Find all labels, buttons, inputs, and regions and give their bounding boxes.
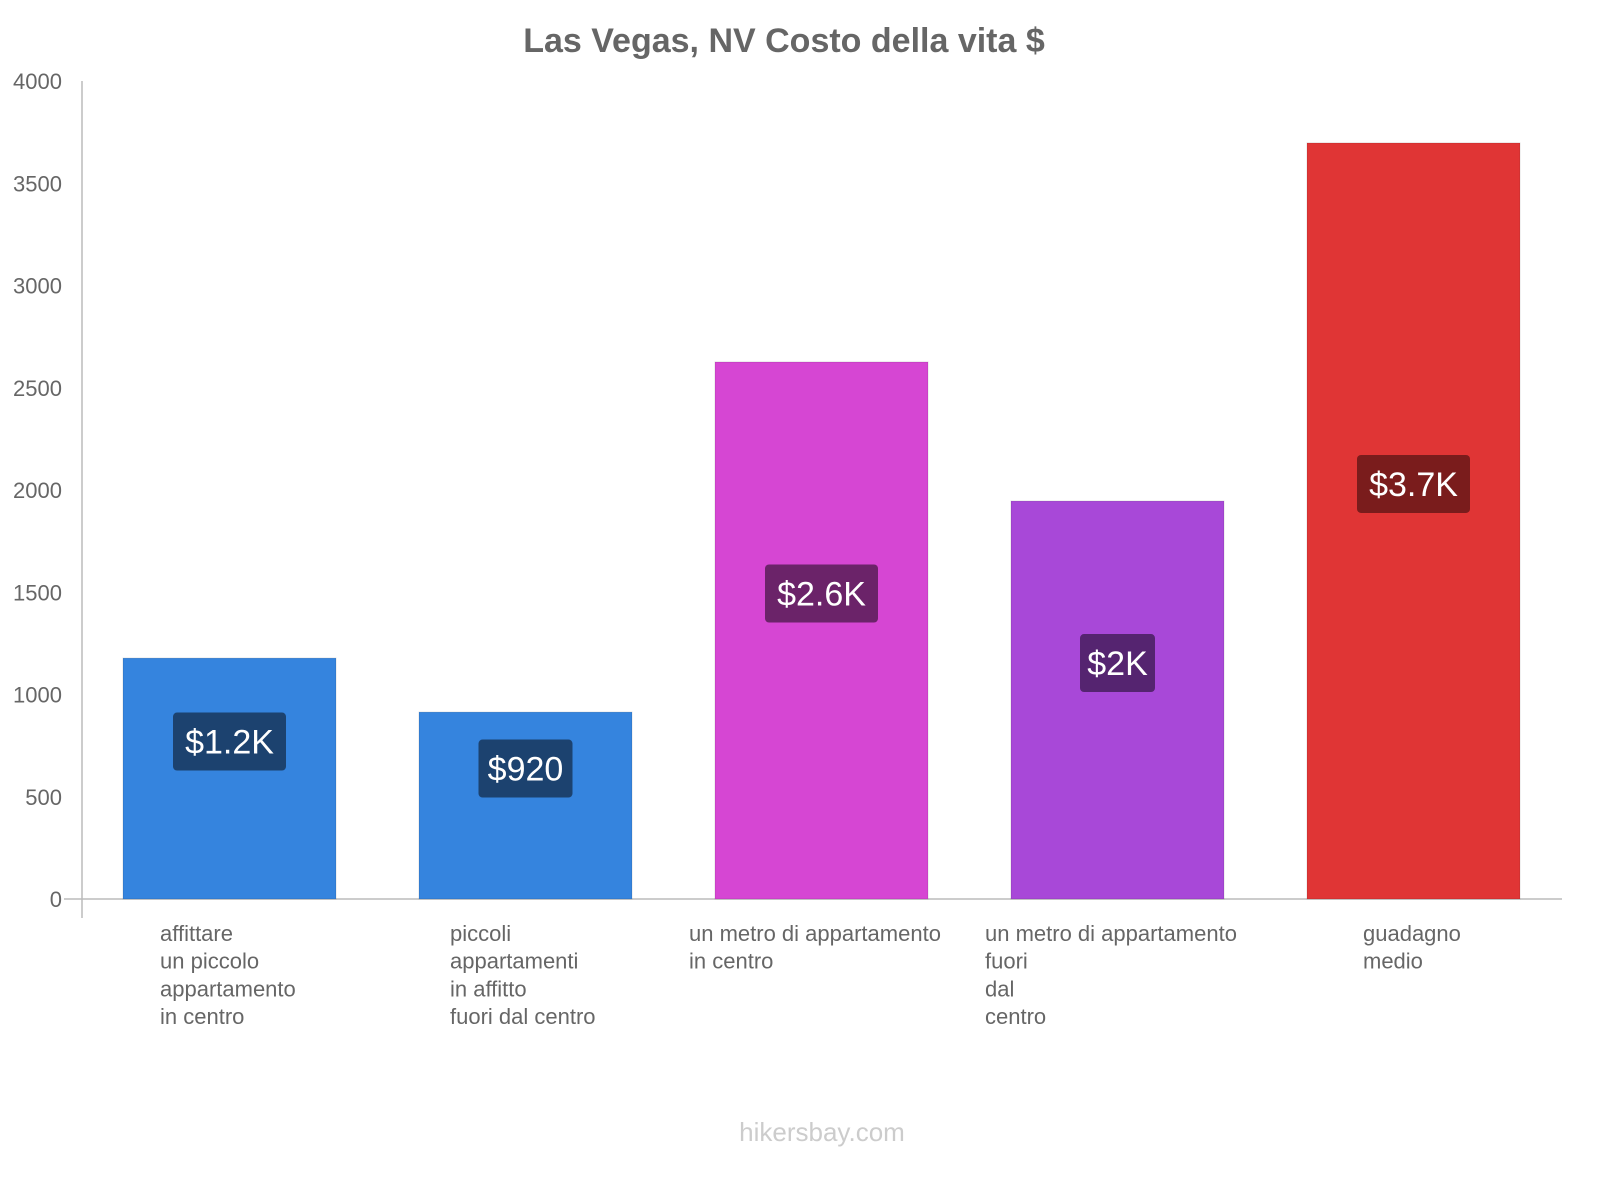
- y-tick-label: 1000: [13, 683, 62, 708]
- x-category-label: fuori dal centro: [450, 1004, 596, 1029]
- data-label: $2K: [1087, 645, 1148, 683]
- x-category-label: in affitto: [450, 976, 527, 1001]
- x-category-label: piccoli: [450, 921, 511, 946]
- y-tick-label: 1500: [13, 580, 62, 605]
- bar: [1306, 142, 1521, 900]
- bar: [714, 361, 929, 900]
- data-label-box: [173, 712, 286, 771]
- y-tick-label: 3000: [13, 274, 62, 299]
- x-category-label: medio: [1363, 949, 1423, 974]
- x-category-label: un metro di appartamento: [985, 921, 1237, 946]
- footer-watermark: hikersbay.com: [739, 1117, 905, 1147]
- y-tick-label: 500: [25, 785, 62, 810]
- data-label-box: [478, 739, 573, 798]
- x-category-label: dal: [985, 976, 1014, 1001]
- y-tick-label: 2000: [13, 478, 62, 503]
- x-category-label: un piccolo: [160, 949, 259, 974]
- x-category-label: in centro: [689, 949, 773, 974]
- x-category-label: affittare: [160, 921, 233, 946]
- data-label-box: [765, 564, 878, 623]
- data-label: $2.6K: [777, 575, 866, 613]
- x-category-label: fuori: [985, 949, 1028, 974]
- data-label: $920: [488, 751, 564, 789]
- data-label: $1.2K: [185, 724, 274, 762]
- x-category-label: appartamento: [160, 976, 296, 1001]
- x-category-label: guadagno: [1363, 921, 1461, 946]
- y-tick-label: 3500: [13, 171, 62, 196]
- data-label-box: [1357, 454, 1470, 513]
- x-category-label: in centro: [160, 1004, 244, 1029]
- y-tick-label: 4000: [13, 69, 62, 94]
- bar: [122, 657, 337, 900]
- x-category-label: appartamenti: [450, 949, 578, 974]
- data-label-box: [1080, 634, 1155, 693]
- x-category-label: un metro di appartamento: [689, 921, 941, 946]
- data-label: $3.7K: [1369, 466, 1458, 504]
- x-category-label: centro: [985, 1004, 1046, 1029]
- y-tick-label: 2500: [13, 376, 62, 401]
- chart-title: Las Vegas, NV Costo della vita $: [523, 22, 1045, 60]
- bar: [1010, 500, 1225, 900]
- y-tick-label: 0: [50, 887, 62, 912]
